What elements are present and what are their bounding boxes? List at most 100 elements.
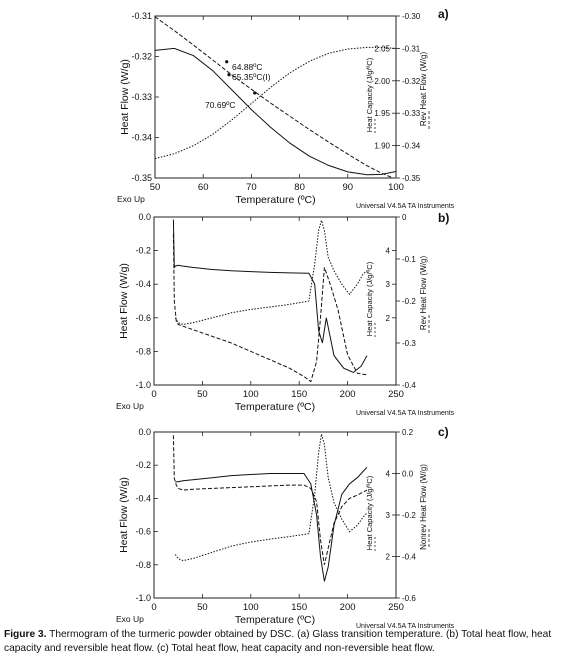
series-line-2 bbox=[175, 466, 368, 582]
x-tick-label: 150 bbox=[291, 389, 307, 400]
y-tick-label: -0.2 bbox=[135, 246, 151, 256]
series-line-3 bbox=[155, 46, 396, 160]
y2-tick-label: 4 bbox=[386, 247, 391, 256]
x-axis-title: Temperature (ºC) bbox=[235, 614, 315, 626]
y2-tick-label: 1.90 bbox=[374, 142, 390, 151]
y3-tick-label: -0.6 bbox=[402, 594, 416, 603]
x-tick-label: 150 bbox=[291, 602, 307, 613]
panel-label: a) bbox=[438, 7, 449, 21]
chart-panel-b: 0 50 100 150 200 250 -1.0 -0.8 -0.6 -0.4 -0.2 0.0 2 3… bbox=[116, 211, 455, 417]
y3-tick-label: -0.30 bbox=[402, 12, 421, 21]
y-tick-label: -0.4 bbox=[135, 279, 151, 289]
y2-axis-title: Heat Capacity (J/g/ºC) bbox=[365, 261, 374, 336]
transition-marker bbox=[253, 91, 257, 95]
y-tick-label: -0.34 bbox=[131, 133, 152, 143]
y2-tick-label: 2.00 bbox=[374, 77, 390, 86]
y3-tick-label: -0.35 bbox=[402, 174, 421, 183]
y3-tick-label: -0.32 bbox=[402, 77, 421, 86]
y3-tick-label: -0.31 bbox=[402, 44, 421, 53]
x-tick-label: 250 bbox=[388, 602, 404, 613]
y-tick-label: -0.8 bbox=[135, 346, 151, 356]
exo-up-label: Exo Up bbox=[117, 194, 145, 204]
transition-annotation: 64.88ºC bbox=[232, 62, 263, 72]
y-tick-label: -1.0 bbox=[135, 380, 151, 390]
y3-tick-label: -0.2 bbox=[402, 511, 416, 520]
chart-panel-a: 50 60 70 80 90 100-0.35-0.34-0.33-0.32-0.311.… bbox=[117, 7, 455, 210]
y-tick-label: -0.33 bbox=[131, 92, 152, 102]
y-tick-label: -0.6 bbox=[135, 527, 151, 537]
y-tick-label: -0.6 bbox=[135, 313, 151, 323]
y2-tick-label: 2.05 bbox=[374, 44, 390, 53]
y3-tick-label: 0.2 bbox=[402, 428, 414, 437]
chart-panel-c: 0 50 100 150 200 250 -1.0 -0.8 -0.6 -0.4 -0.2 0.0 2 3… bbox=[116, 425, 455, 630]
plot-frame bbox=[153, 216, 397, 386]
y3-tick-label: -0.4 bbox=[402, 381, 416, 390]
plot-frame bbox=[154, 15, 397, 179]
y-tick-label: -0.2 bbox=[135, 460, 151, 470]
x-tick-label: 200 bbox=[340, 389, 356, 400]
y-tick-label: -0.32 bbox=[131, 52, 152, 62]
y3-tick-label: -0.1 bbox=[402, 255, 416, 264]
y-tick-label: 0.0 bbox=[138, 427, 151, 437]
y3-tick-label: -0.4 bbox=[402, 553, 416, 562]
transition-marker bbox=[225, 60, 229, 64]
figure-caption-text: Thermogram of the turmeric powder obtain… bbox=[4, 629, 552, 654]
y-tick-label: -0.8 bbox=[135, 560, 151, 570]
x-tick-label: 70 bbox=[246, 182, 257, 193]
y-tick-label: -0.35 bbox=[131, 173, 152, 183]
instrument-label: Universal V4.5A TA Instruments bbox=[356, 203, 455, 210]
exo-up-label: Exo Up bbox=[116, 401, 144, 411]
x-tick-label: 0 bbox=[151, 602, 156, 613]
y2-axis-title: Heat Capacity (J/g/ºC) bbox=[365, 57, 374, 132]
y3-tick-label: 0 bbox=[402, 213, 407, 222]
y-axis-title: Heat Flow (W/g) bbox=[118, 263, 130, 339]
exo-up-label: Exo Up bbox=[116, 614, 144, 624]
y2-tick-label: 3 bbox=[386, 280, 391, 289]
instrument-label: Universal V4.5A TA Instruments bbox=[356, 623, 455, 630]
x-tick-label: 0 bbox=[151, 389, 156, 400]
series-line-1 bbox=[172, 233, 368, 383]
y3-axis-title: Rev Heat Flow (W/g) bbox=[419, 256, 428, 331]
y3-axis-title: Rev Heat Flow (W/g) bbox=[419, 52, 428, 127]
y-tick-label: -0.31 bbox=[131, 11, 152, 21]
y-tick-label: -0.4 bbox=[135, 493, 151, 503]
series-line-3 bbox=[174, 218, 368, 326]
x-tick-label: 60 bbox=[198, 182, 209, 193]
series-line-2 bbox=[155, 47, 396, 176]
x-tick-label: 50 bbox=[197, 389, 208, 400]
series-line-3 bbox=[174, 433, 368, 562]
x-tick-label: 100 bbox=[388, 182, 404, 193]
x-tick-label: 100 bbox=[243, 389, 259, 400]
y2-tick-label: 1.95 bbox=[374, 109, 390, 118]
y-tick-label: 0.0 bbox=[138, 212, 151, 222]
instrument-label: Universal V4.5A TA Instruments bbox=[356, 410, 455, 417]
x-tick-label: 200 bbox=[340, 602, 356, 613]
transition-annotation: 65.35ºC(I) bbox=[232, 72, 271, 82]
y3-tick-label: -0.3 bbox=[402, 339, 416, 348]
y2-tick-label: 2 bbox=[386, 553, 391, 562]
x-axis-title: Temperature (ºC) bbox=[235, 194, 315, 206]
plot-frame bbox=[153, 431, 397, 599]
y3-tick-label: -0.33 bbox=[402, 109, 421, 118]
transition-annotation: 70.69ºC bbox=[205, 100, 236, 110]
x-tick-label: 250 bbox=[388, 389, 404, 400]
x-tick-label: 90 bbox=[343, 182, 354, 193]
y2-tick-label: 4 bbox=[386, 470, 391, 479]
y2-tick-label: 2 bbox=[386, 314, 391, 323]
x-tick-label: 50 bbox=[197, 602, 208, 613]
y-tick-label: -1.0 bbox=[135, 593, 151, 603]
y3-tick-label: 0.0 bbox=[402, 470, 414, 479]
panel-label: c) bbox=[438, 425, 449, 439]
figure-caption-number: Figure 3. bbox=[4, 629, 47, 640]
y3-tick-label: -0.34 bbox=[402, 142, 421, 151]
y2-axis-title: Heat Capacity (J/g/ºC) bbox=[365, 475, 374, 550]
series-line-2 bbox=[172, 219, 368, 373]
y3-tick-label: -0.2 bbox=[402, 297, 416, 306]
y-axis-title: Heat Flow (W/g) bbox=[118, 477, 130, 553]
x-axis-title: Temperature (ºC) bbox=[235, 401, 315, 413]
x-tick-label: 80 bbox=[294, 182, 305, 193]
y-axis-title: Heat Flow (W/g) bbox=[119, 59, 131, 135]
y3-axis-title: Nonrev Heat Flow (W/g) bbox=[419, 464, 428, 550]
transition-marker bbox=[227, 73, 231, 77]
